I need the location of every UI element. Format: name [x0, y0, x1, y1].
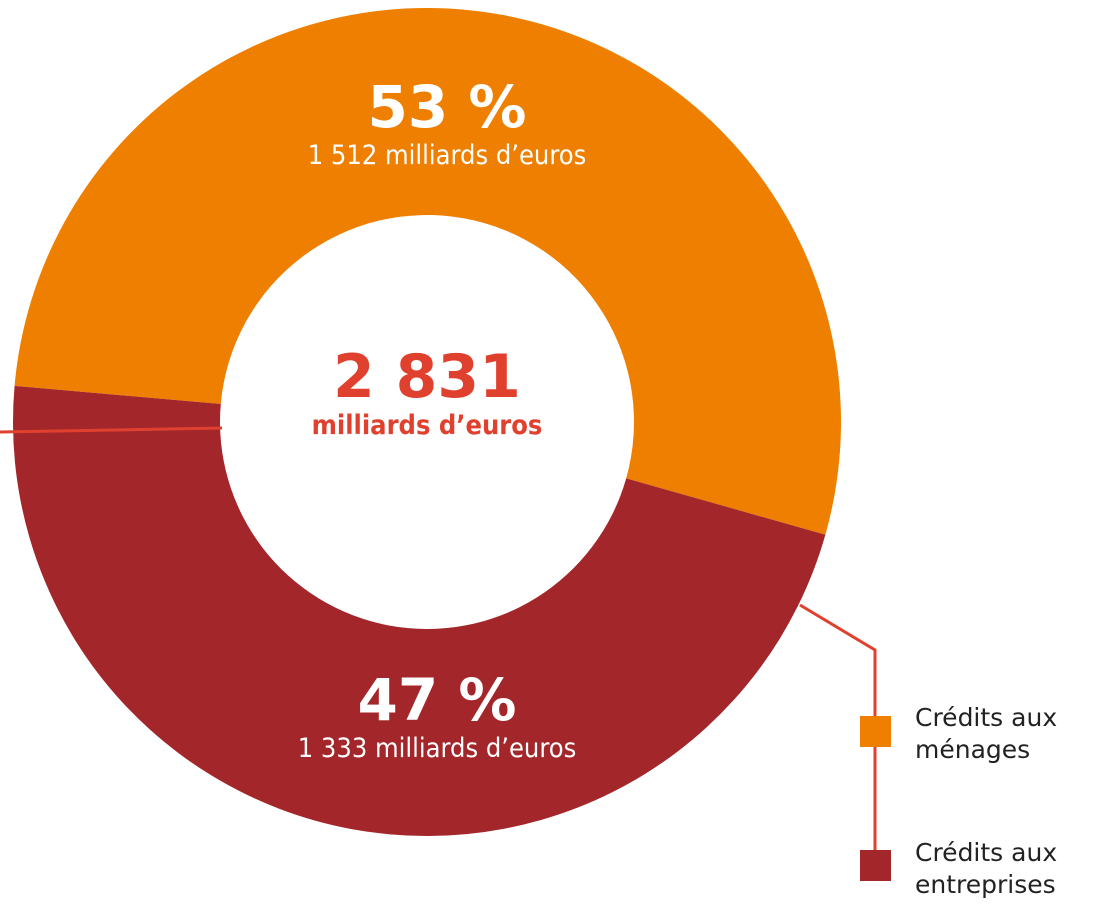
- center-unit: milliards d’euros: [311, 410, 543, 441]
- center-total: 2 831: [333, 342, 521, 412]
- value-label: 53 %: [367, 73, 527, 141]
- segment-text: 1 512 milliards d’euros: [307, 140, 587, 171]
- segment-label: 53 % 1 512 milliards d’euros: [227, 75, 667, 173]
- legend-label: Crédits aux ménages: [915, 703, 1058, 764]
- legend-swatch: [860, 850, 891, 881]
- segment-text: 1 333 milliards d’euros: [297, 733, 577, 764]
- legend-label: Crédits aux entreprises: [915, 838, 1058, 899]
- leader-line: [799, 603, 877, 850]
- donut-segment: [12, 385, 826, 836]
- legend-swatch: [860, 716, 891, 747]
- donut-segment: [14, 7, 842, 535]
- value-label: 47 %: [357, 666, 517, 734]
- segment-label: 47 % 1 333 milliards d’euros: [217, 668, 657, 766]
- leader-line: [0, 426, 223, 434]
- center-label: 2 831 milliards d’euros: [227, 345, 627, 443]
